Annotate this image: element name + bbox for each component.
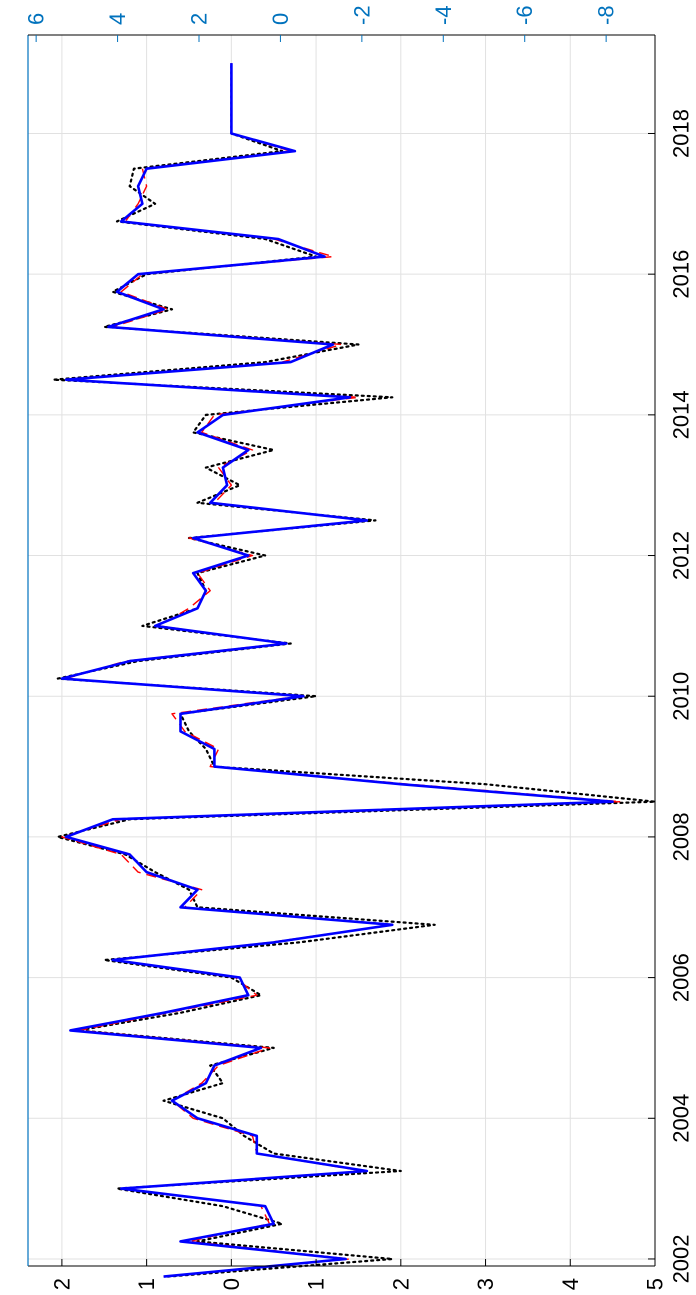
- time-tick-label-1: 2004: [669, 1094, 694, 1143]
- left-axis-tick-label-5: -3: [473, 1278, 498, 1290]
- left-axis-tick-label-7: -5: [643, 1278, 668, 1290]
- series-line-solid: [60, 63, 614, 1278]
- time-tick-label-4: 2010: [669, 672, 694, 721]
- time-tick-label-5: 2012: [669, 531, 694, 580]
- right-axis-tick-label-3: 0: [268, 13, 293, 25]
- right-axis-tick-label-7: -8: [594, 5, 619, 25]
- right-axis-tick-label-2: 2: [187, 13, 212, 25]
- right-axis-tick-label-5: -4: [431, 5, 456, 25]
- right-axis-tick-label-6: -6: [512, 5, 537, 25]
- time-tick-label-2: 2006: [669, 953, 694, 1002]
- right-axis-tick-label-1: 4: [105, 13, 130, 25]
- left-axis-tick-label-1: 1: [134, 1278, 159, 1290]
- left-axis-tick-label-3: -1: [304, 1278, 329, 1290]
- right-axis-tick-label-0: 6: [24, 13, 49, 25]
- time-tick-label-3: 2008: [669, 812, 694, 861]
- time-tick-label-8: 2018: [669, 109, 694, 158]
- left-axis-tick-label-0: 2: [49, 1278, 74, 1290]
- series-layer: [52, 61, 657, 1278]
- plot-frame: [27, 34, 656, 1267]
- time-tick-label-6: 2014: [669, 390, 694, 439]
- left-axis-tick-label-4: -2: [388, 1278, 413, 1290]
- left-axis-tick-label-2: 0: [219, 1278, 244, 1290]
- right-axis-tick-label-4: -2: [349, 5, 374, 25]
- time-tick-label-7: 2016: [669, 250, 694, 299]
- left-axis-tick-label-6: -4: [558, 1278, 583, 1290]
- time-tick-label-0: 2002: [669, 1234, 694, 1283]
